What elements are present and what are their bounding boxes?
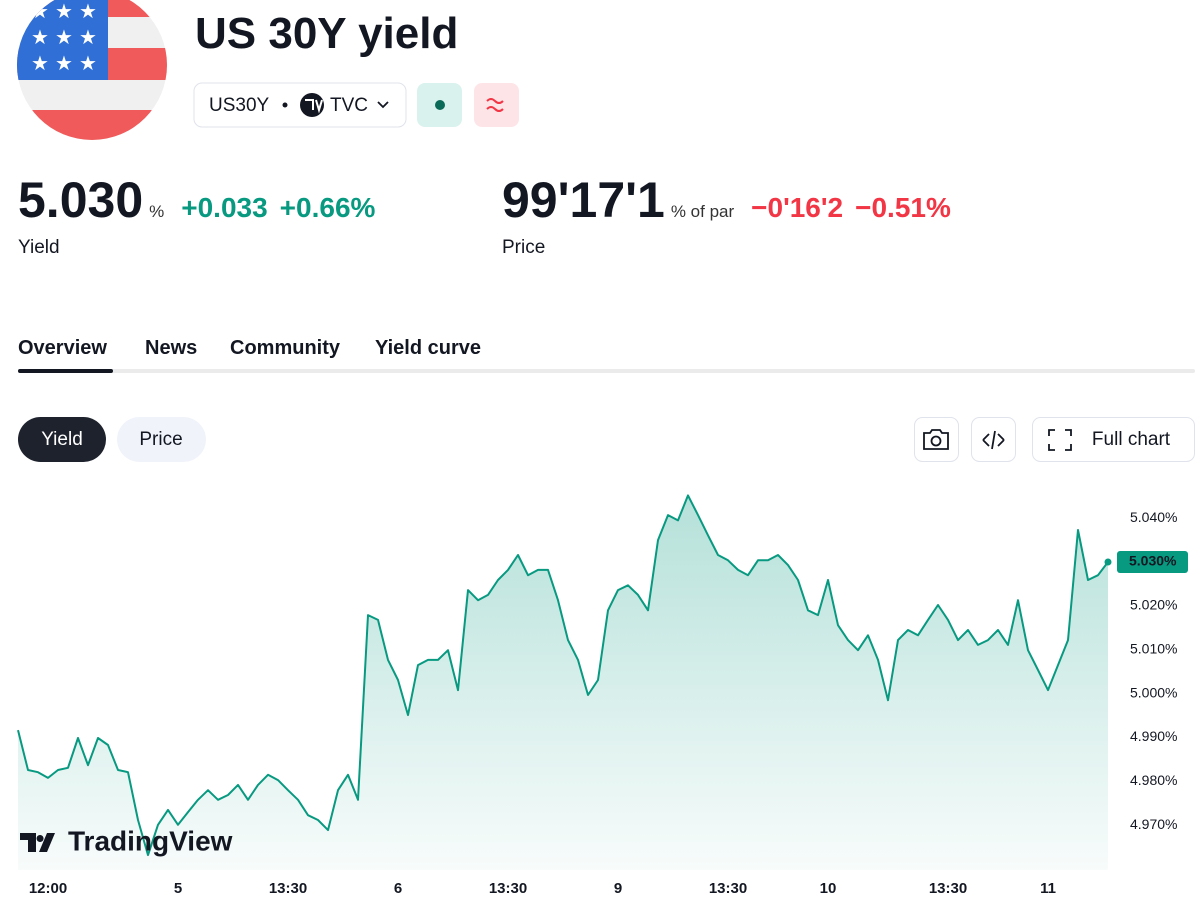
watermark-logo	[20, 833, 55, 852]
last-point	[1104, 558, 1112, 566]
y-tick-label: 4.990%	[1130, 728, 1177, 744]
exchange-logo-mark	[305, 99, 323, 114]
svg-text:★: ★	[55, 0, 73, 23]
watermark: TradingView	[68, 825, 233, 856]
quote-label: Yield	[18, 237, 60, 258]
svg-text:★: ★	[55, 51, 73, 75]
quote-change-percent: +0.66%	[280, 192, 376, 223]
quote-value: 99'17'1	[502, 172, 665, 228]
delayed-icon	[486, 98, 504, 112]
svg-text:★: ★	[31, 25, 49, 49]
yield-quote: 5.030 % +0.033 +0.66% Yield	[18, 172, 376, 258]
separator-dot	[282, 102, 288, 108]
price-quote: 99'17'1 % of par −0'16'2 −0.51% Price	[502, 172, 951, 258]
chevron	[377, 101, 389, 109]
camera-icon	[923, 429, 949, 450]
toggle-label: Price	[139, 429, 182, 450]
x-tick-label: 13:30	[929, 880, 967, 897]
svg-text:★: ★	[31, 51, 49, 75]
quote-change: −0'16'2	[751, 192, 843, 223]
y-tick-label: 4.980%	[1130, 772, 1177, 788]
market-status-dot	[435, 100, 445, 110]
page-title: US 30Y yield	[195, 9, 458, 58]
y-tick-label: 5.040%	[1130, 509, 1177, 525]
quote-unit: % of par	[671, 202, 735, 221]
quote-unit: %	[149, 202, 164, 221]
delayed-data-button[interactable]	[474, 83, 519, 127]
last-price-badge	[1117, 551, 1188, 574]
svg-text:★: ★	[79, 25, 97, 49]
area	[18, 495, 1108, 870]
svg-text:★: ★	[31, 0, 49, 23]
toggle-label: Yield	[41, 429, 83, 450]
toggle-button[interactable]	[117, 417, 206, 462]
x-tick-label: 9	[614, 880, 622, 897]
exchange: TVC	[330, 95, 368, 116]
svg-text:★: ★	[55, 25, 73, 49]
toggle-button[interactable]	[18, 417, 106, 462]
quote-value: 5.030	[18, 172, 143, 228]
x-tick-label: 13:30	[269, 880, 307, 897]
tab-track	[18, 369, 1195, 373]
svg-text:★: ★	[79, 0, 97, 23]
quote-change: +0.033	[181, 192, 267, 223]
symbol: US30Y	[209, 95, 270, 116]
quote-change-percent: −0.51%	[855, 192, 951, 223]
x-tick-label: 12:00	[29, 880, 67, 897]
y-tick-label: 5.020%	[1130, 597, 1177, 613]
x-tick-label: 13:30	[709, 880, 747, 897]
snapshot-button[interactable]	[914, 417, 959, 462]
tab[interactable]: Overview	[18, 337, 107, 359]
chart: 4.970% 4.980% 4.990% 5.000% 5.010% 5.020% 5.04…	[17, 494, 1188, 897]
x-tick-label: 10	[820, 880, 837, 897]
svg-text:★: ★	[79, 51, 97, 75]
x-tick-label: 11	[1040, 880, 1056, 897]
tab[interactable]: News	[145, 337, 197, 359]
code-icon	[982, 430, 1005, 450]
y-tick-label: 5.000%	[1130, 684, 1177, 700]
tab[interactable]: Community	[230, 337, 341, 359]
fullscreen-icon	[1048, 429, 1072, 451]
last-price-label: 5.030%	[1129, 553, 1177, 569]
tab[interactable]: Yield curve	[375, 337, 481, 359]
y-tick-label: 5.010%	[1130, 640, 1177, 656]
quote-label: Price	[502, 237, 545, 258]
flag-icon: ★ ★ ★ ★ ★ ★ ★ ★ ★	[17, 0, 167, 140]
x-tick-label: 6	[394, 880, 402, 897]
y-tick-label: 4.970%	[1130, 816, 1177, 832]
full-chart-button[interactable]	[1032, 417, 1195, 462]
full-chart-label: Full chart	[1092, 429, 1171, 450]
x-tick-label: 5	[174, 880, 182, 897]
x-tick-label: 13:30	[489, 880, 527, 897]
line	[17, 494, 1109, 857]
tab-active-indicator	[18, 369, 113, 373]
